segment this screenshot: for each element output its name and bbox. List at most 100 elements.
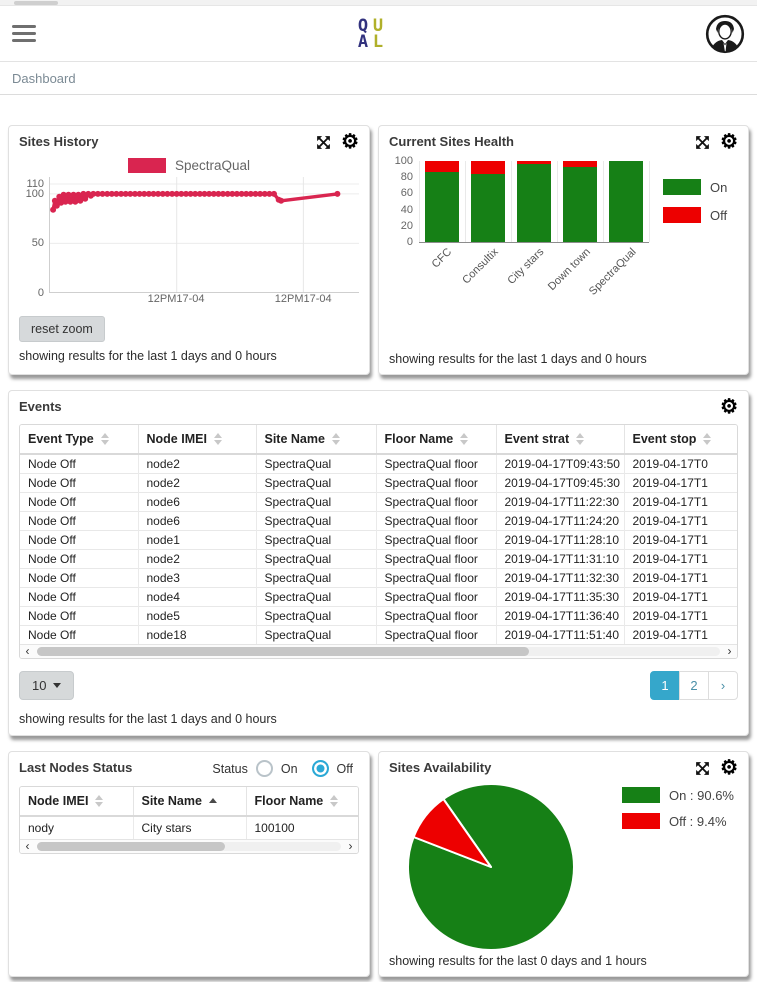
column-header[interactable]: Floor Name: [376, 425, 497, 455]
scroll-left-icon[interactable]: ‹: [25, 644, 30, 658]
sites-history-footer: showing results for the last 1 days and …: [19, 349, 277, 363]
pie-chart-area: On : 90.6% Off : 9.4%: [389, 781, 738, 953]
table-cell: node4: [138, 587, 257, 607]
stacked-bar-Down town[interactable]: [563, 161, 597, 242]
stacked-bar-CFC[interactable]: [425, 161, 459, 242]
column-header[interactable]: Site Name: [256, 425, 377, 455]
table-row: Node Off node18 SpectraQual SpectraQual flo…: [20, 625, 737, 644]
gear-icon[interactable]: ⚙: [720, 757, 738, 779]
page-button[interactable]: 2: [679, 671, 709, 700]
column-header[interactable]: Event stop: [624, 425, 737, 455]
gear-icon[interactable]: ⚙: [341, 131, 359, 153]
table-row: nody City stars 100100: [20, 815, 358, 839]
table-cell: Node Off: [20, 606, 139, 626]
legend-item-on[interactable]: On : 90.6%: [621, 787, 734, 803]
scroll-right-icon[interactable]: ›: [727, 644, 732, 658]
table-cell: 2019-04-17T1: [624, 587, 737, 607]
table-cell: 2019-04-17T0: [624, 453, 737, 474]
table-cell: SpectraQual: [256, 568, 377, 588]
stacked-bar-Consultix[interactable]: [471, 161, 505, 242]
column-header[interactable]: Node IMEI: [20, 787, 134, 817]
radio-on-label[interactable]: On: [280, 761, 298, 776]
line-chart-canvas[interactable]: [49, 177, 359, 293]
expand-icon[interactable]: [694, 134, 711, 151]
expand-icon[interactable]: [315, 134, 332, 151]
table-cell: SpectraQual: [256, 473, 377, 493]
x-tick-label: City stars: [505, 246, 547, 287]
y-tick-label: 0: [37, 287, 44, 299]
user-avatar-button[interactable]: [705, 14, 745, 54]
line-legend[interactable]: SpectraQual: [19, 155, 359, 175]
table-cell: 100100: [246, 815, 358, 839]
column-header[interactable]: Event strat: [496, 425, 625, 455]
legend-label: Off: [710, 207, 728, 223]
radio-off-label[interactable]: Off: [336, 761, 353, 776]
table-cell: 2019-04-17T11:28:10: [496, 530, 625, 550]
table-cell: SpectraQual floor: [376, 606, 497, 626]
next-page-button[interactable]: ›: [708, 671, 738, 700]
table-cell: node6: [138, 492, 257, 512]
legend-label: On: [710, 179, 728, 195]
column-label: Event strat: [504, 432, 570, 446]
x-tick-label: SpectraQual: [586, 246, 639, 298]
y-tick-label: 100: [394, 155, 413, 167]
y-tick-label: 110: [26, 177, 44, 190]
bar-x-axis: CFC Consultix City stars Down town SpectraQu…: [419, 243, 738, 309]
column-header[interactable]: Floor Name: [246, 787, 358, 817]
table-row: Node Off node2 SpectraQual SpectraQual floo…: [20, 473, 737, 493]
column-header[interactable]: Event Type: [20, 425, 139, 455]
nodes-header-row: Node IMEI Site Name Floor Name: [20, 787, 358, 817]
legend-swatch: [621, 787, 660, 803]
table-cell: 2019-04-17T11:31:10: [496, 549, 625, 569]
breadcrumb[interactable]: Dashboard: [12, 70, 76, 86]
x-tick-label: Down town: [545, 246, 593, 293]
pie-chart-canvas[interactable]: [405, 781, 577, 953]
scrollbar-thumb[interactable]: [37, 647, 529, 656]
page-size-select[interactable]: 10: [19, 671, 75, 700]
table-cell: SpectraQual: [256, 453, 377, 474]
column-header[interactable]: Site Name: [133, 787, 247, 817]
line-x-axis: 12PM17-04 12PM17-04: [49, 293, 359, 308]
reset-zoom-button[interactable]: reset zoom: [19, 316, 105, 342]
scroll-right-icon[interactable]: ›: [348, 839, 353, 853]
events-panel: Events ⚙ Event Type Node IMEI Site Name Flo…: [8, 390, 749, 736]
bar-chart-canvas[interactable]: [419, 161, 650, 243]
column-header[interactable]: Node IMEI: [138, 425, 257, 455]
table-cell: Node Off: [20, 511, 139, 531]
radio-on[interactable]: [255, 760, 273, 777]
table-cell: node5: [138, 606, 257, 626]
radio-off[interactable]: [311, 760, 329, 777]
legend-item-off[interactable]: Off : 9.4%: [621, 813, 734, 829]
scrollbar-thumb[interactable]: [37, 842, 226, 851]
bar-y-axis: 100 80 60 40 20 0: [389, 155, 419, 248]
stacked-bar-SpectraQual[interactable]: [609, 161, 643, 242]
legend-item-on[interactable]: On: [663, 179, 727, 195]
scrollbar-track[interactable]: [37, 842, 341, 851]
sites-history-title: Sites History: [19, 134, 99, 149]
stacked-bar-City stars[interactable]: [517, 161, 551, 242]
column-label: Floor Name: [384, 432, 454, 446]
column-label: Node IMEI: [28, 794, 89, 808]
caret-down-icon: [53, 683, 62, 688]
gear-icon[interactable]: ⚙: [720, 131, 738, 153]
scrollbar-track[interactable]: [37, 647, 720, 656]
page-button[interactable]: 1: [650, 671, 680, 700]
pie-legend: On : 90.6% Off : 9.4%: [621, 787, 734, 839]
gear-icon[interactable]: ⚙: [720, 396, 738, 418]
table-cell: 2019-04-17T11:35:30: [496, 587, 625, 607]
expand-icon[interactable]: [694, 760, 711, 777]
legend-item-off[interactable]: Off: [663, 207, 727, 223]
x-tick-label: Consultix: [460, 246, 501, 287]
user-avatar-icon: [705, 14, 745, 53]
sites-availability-title: Sites Availability: [389, 760, 492, 775]
table-cell: SpectraQual: [256, 606, 377, 626]
column-label: Event Type: [28, 432, 94, 446]
menu-button[interactable]: [12, 25, 36, 42]
bar-segment-on: [517, 164, 551, 242]
browser-top-strip: [0, 0, 757, 6]
pie-slice-off[interactable]: [412, 798, 492, 868]
scroll-left-icon[interactable]: ‹: [25, 839, 30, 853]
status-radio-group: Status On Off: [212, 760, 359, 777]
table-row: Node Off node5 SpectraQual SpectraQual floo…: [20, 606, 737, 626]
